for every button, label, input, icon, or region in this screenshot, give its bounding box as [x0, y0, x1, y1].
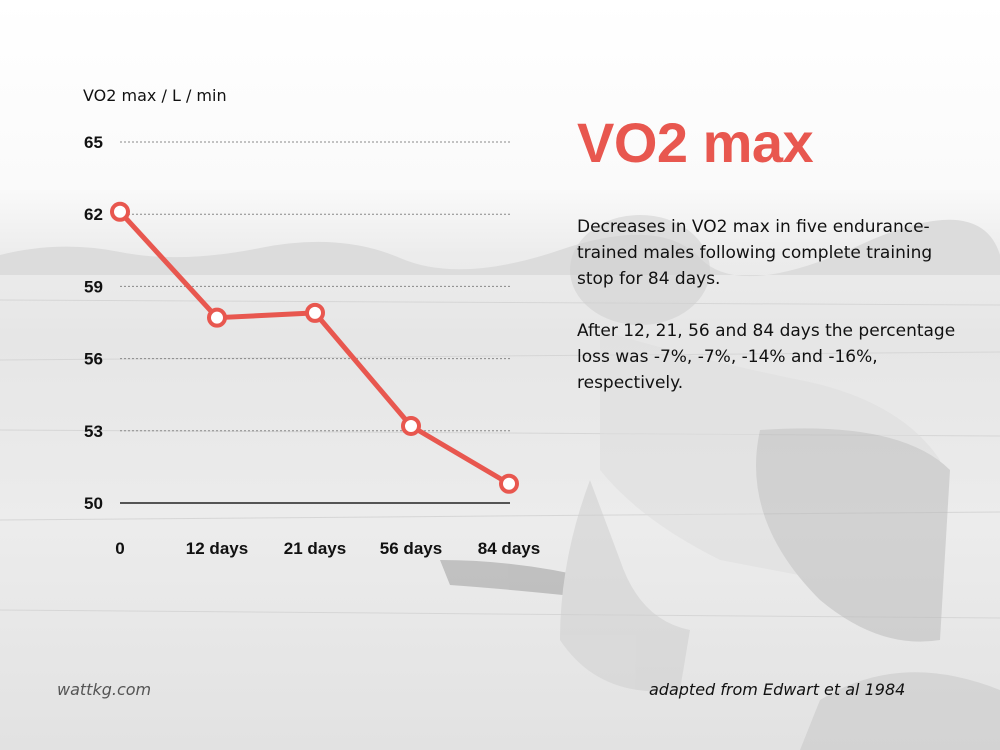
y-tick-label: 65 [84, 133, 103, 152]
x-tick-label: 0 [115, 539, 124, 558]
data-point [207, 307, 227, 328]
x-tick-label: 12 days [186, 539, 248, 558]
data-point [401, 415, 421, 436]
data-point [305, 302, 325, 323]
page-title: VO2 max [577, 111, 814, 174]
y-tick-label: 56 [84, 350, 103, 369]
y-tick-label: 59 [84, 277, 103, 296]
y-tick-label: 62 [84, 205, 103, 224]
y-axis-label: VO2 max / L / min [83, 86, 227, 105]
source-credit: adapted from Edwart et al 1984 [649, 680, 906, 699]
y-tick-label: 50 [84, 494, 103, 513]
series-line [118, 210, 511, 486]
x-tick-label: 84 days [478, 539, 540, 558]
data-point [499, 473, 519, 494]
data-point [110, 201, 130, 222]
x-tick-label: 56 days [380, 539, 442, 558]
gridlines [120, 141, 510, 504]
y-tick-label: 53 [84, 422, 103, 441]
description-paragraph-1: Decreases in VO2 max in five endurance-t… [577, 217, 933, 289]
data-points [110, 201, 519, 494]
y-tick-labels: 65 62 59 56 53 50 [84, 133, 103, 513]
description-paragraph-2: After 12, 21, 56 and 84 days the percent… [577, 321, 956, 393]
site-link[interactable]: wattkg.com [57, 680, 152, 699]
x-tick-labels: 0 12 days 21 days 56 days 84 days [115, 539, 540, 558]
x-tick-label: 21 days [284, 539, 346, 558]
